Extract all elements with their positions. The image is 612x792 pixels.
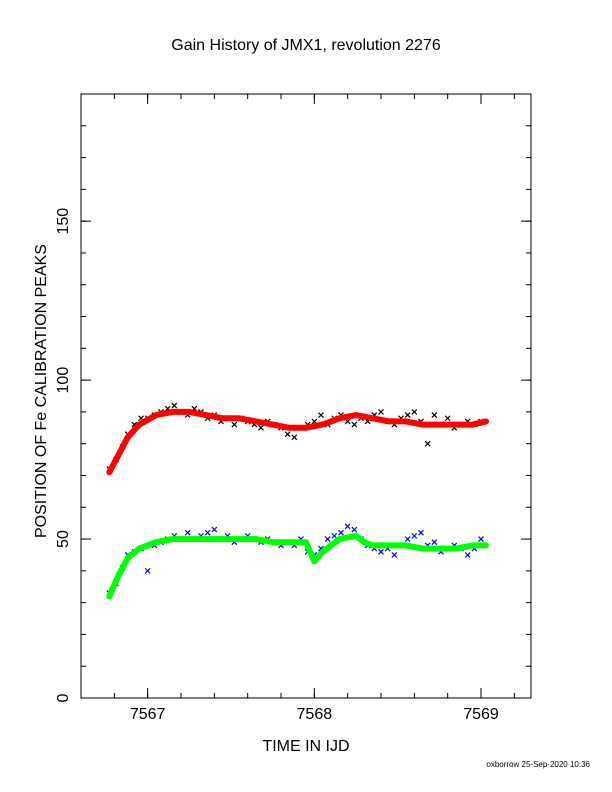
footer-stamp: oxborrow 25-Sep-2020 10:36 — [486, 760, 590, 769]
data-point — [418, 529, 424, 536]
fit-curve — [106, 532, 489, 600]
x-axis-label: TIME IN IJD — [262, 738, 350, 755]
data-point — [258, 424, 264, 431]
data-point — [324, 536, 331, 542]
data-point — [344, 523, 351, 530]
data-point — [431, 539, 438, 546]
x-tick-label: 7569 — [463, 706, 499, 723]
y-axis-label: POSITION OF Fe CALIBRATION PEAKS — [33, 244, 50, 538]
y-tick-label: 100 — [55, 367, 72, 394]
data-point — [231, 421, 238, 428]
y-tick-label: 150 — [55, 208, 72, 235]
data-point — [351, 526, 358, 533]
y-tick-label: 50 — [55, 530, 72, 548]
data-point — [338, 529, 344, 536]
data-point — [431, 412, 438, 418]
data-point — [211, 526, 218, 533]
data-point — [444, 415, 451, 422]
x-tick-label: 7568 — [297, 706, 333, 723]
data-point — [411, 532, 418, 539]
data-point — [144, 567, 151, 574]
data-point — [318, 412, 324, 418]
data-point — [351, 421, 358, 428]
data-point — [464, 552, 471, 558]
y-tick-label: 0 — [55, 693, 72, 702]
data-point — [424, 440, 431, 447]
data-series — [106, 402, 489, 600]
data-point — [478, 536, 484, 542]
data-point — [378, 548, 384, 555]
data-point — [291, 434, 298, 441]
x-tick-label: 7567 — [130, 706, 166, 723]
axis-ticks: 7567 7568 7569 0 50 100 150 — [55, 93, 531, 723]
data-point — [204, 529, 211, 536]
plot-frame — [80, 93, 532, 699]
data-point — [171, 402, 178, 409]
data-point — [404, 536, 411, 542]
data-point — [411, 408, 418, 415]
data-point — [378, 408, 384, 415]
data-point — [184, 529, 191, 536]
fit-curve — [106, 408, 489, 476]
data-point — [404, 412, 411, 418]
chart-title: Gain History of JMX1, revolution 2276 — [171, 37, 441, 54]
data-point — [331, 532, 338, 539]
data-point — [284, 431, 291, 438]
data-point — [391, 552, 398, 558]
